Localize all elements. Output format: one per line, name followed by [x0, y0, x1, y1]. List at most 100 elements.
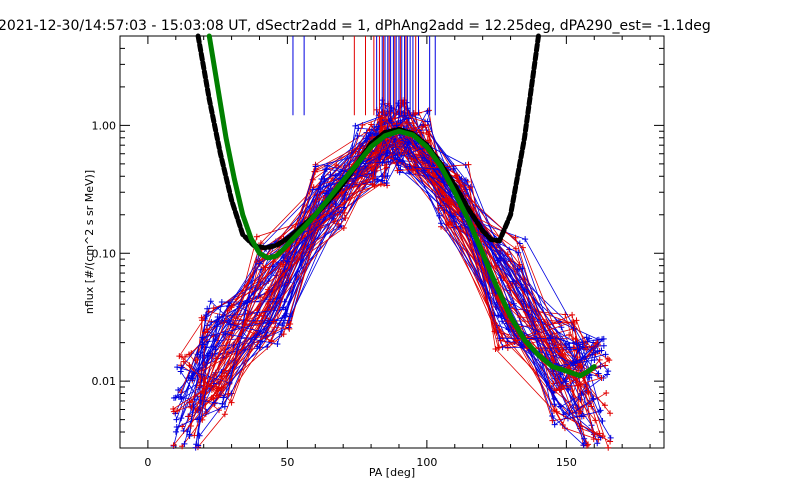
trace-marker: [372, 149, 379, 156]
trace-marker: [573, 317, 580, 324]
trace-marker: [220, 394, 227, 401]
trace-marker: [572, 336, 579, 343]
trace-marker: [287, 313, 294, 320]
x-axis-label: PA [deg]: [369, 466, 415, 479]
trace-marker: [368, 121, 375, 128]
trace-marker: [287, 320, 294, 327]
trace-marker: [504, 318, 511, 325]
trace-marker: [280, 331, 287, 338]
trace-marker: [438, 220, 445, 227]
trace-marker: [281, 298, 288, 305]
trace-marker: [355, 125, 362, 132]
trace-marker: [602, 351, 609, 358]
trace-marker: [173, 416, 180, 423]
trace-marker: [458, 176, 465, 183]
trace-marker: [313, 196, 320, 203]
y-tick-label: 0.10: [92, 247, 117, 260]
trace-marker: [494, 257, 501, 264]
trace-marker: [202, 312, 209, 319]
trace-marker: [218, 373, 225, 380]
trace-marker: [521, 286, 528, 293]
trace-marker: [451, 218, 458, 225]
trace-marker: [340, 225, 347, 232]
trace-marker: [270, 318, 277, 325]
trace-marker: [512, 245, 519, 252]
trace-marker: [212, 355, 219, 362]
trace-marker: [591, 431, 598, 438]
trace-marker: [174, 364, 181, 371]
trace-marker: [466, 184, 473, 191]
trace-marker: [207, 298, 214, 305]
trace-marker: [495, 312, 502, 319]
trace-marker: [410, 120, 417, 127]
trace-marker: [507, 301, 514, 308]
trace-marker: [371, 169, 378, 176]
trace-marker: [405, 115, 412, 122]
trace-marker: [607, 410, 614, 417]
trace-marker: [212, 346, 219, 353]
trace-marker: [551, 421, 558, 428]
x-tick-label: 50: [280, 456, 294, 469]
trace-marker: [406, 169, 413, 176]
trace-marker: [281, 265, 288, 272]
trace-marker: [170, 442, 177, 449]
trace-marker: [605, 368, 612, 375]
trace-marker: [351, 180, 358, 187]
trace-marker: [504, 344, 511, 351]
trace-marker: [368, 165, 375, 172]
trace-marker: [553, 387, 560, 394]
trace-marker: [504, 338, 511, 345]
trace-marker: [409, 166, 416, 173]
trace-marker: [519, 244, 526, 251]
trace-marker: [601, 402, 608, 409]
trace-marker: [592, 417, 599, 424]
trace-marker: [286, 325, 293, 332]
trace-marker: [462, 177, 469, 184]
trace-marker: [214, 313, 221, 320]
trace-marker: [263, 329, 270, 336]
trace-marker: [200, 341, 207, 348]
trace-marker: [342, 214, 349, 221]
trace-marker: [369, 175, 376, 182]
trace-marker: [336, 224, 343, 231]
trace-marker: [384, 172, 391, 179]
trace-marker: [354, 132, 361, 139]
trace-marker: [515, 249, 522, 256]
x-tick-label: 0: [144, 456, 151, 469]
trace-line: [173, 109, 598, 435]
trace-marker: [418, 123, 425, 130]
trace-marker: [256, 312, 263, 319]
trace-marker: [583, 334, 590, 341]
trace-marker: [219, 400, 226, 407]
green-fit-curve: [206, 33, 597, 379]
trace-marker: [576, 345, 583, 352]
trace-marker: [312, 163, 319, 170]
fit-curves: [195, 33, 597, 379]
trace-marker: [189, 398, 196, 405]
trace-marker: [326, 211, 333, 218]
trace-marker: [425, 107, 432, 114]
trace-marker: [176, 353, 183, 360]
trace-marker: [379, 160, 386, 167]
trace-marker: [569, 311, 576, 318]
trace-marker: [598, 347, 605, 354]
trace-line: [188, 131, 589, 417]
trace-marker: [180, 358, 187, 365]
trace-marker: [599, 418, 606, 425]
axis-ticks: 0 50 100 150 0.01 0.10 1.00: [92, 35, 664, 469]
trace-marker: [218, 299, 225, 306]
trace-marker: [596, 408, 603, 415]
trace-marker: [550, 407, 557, 414]
x-tick-label: 150: [556, 456, 577, 469]
trace-marker: [204, 305, 211, 312]
trace-marker: [186, 362, 193, 369]
trace-marker: [465, 161, 472, 168]
trace-marker: [331, 218, 338, 225]
trace-marker: [385, 158, 392, 165]
trace-marker: [403, 118, 410, 125]
trace-marker: [583, 345, 590, 352]
y-tick-label: 0.01: [92, 375, 117, 388]
trace-marker: [352, 122, 359, 129]
trace-marker: [281, 282, 288, 289]
